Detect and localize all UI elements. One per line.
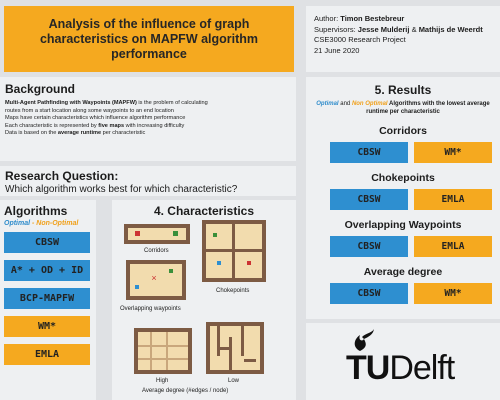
result-optimal-corridors: CBSW [330,142,408,163]
results-description: Optimal and Non Optimal Algorithms with … [312,100,494,116]
overlapping-waypoints-map: × [126,260,186,300]
high-caption: High [156,378,169,384]
results-title: 5. Results [374,83,432,97]
author-name: Timon Bestebreur [340,14,405,23]
result-category-overlapping: Overlapping Waypoints [344,219,462,231]
low-degree-map [206,322,264,374]
result-optimal-overlapping: CBSW [330,236,408,257]
x-marker-icon: × [151,273,157,283]
background-line-4: Each characteristic is represented by fi… [5,123,291,131]
algorithm-bcp-mapfw: BCP-MAPFW [4,288,90,309]
algorithms-legend: Optimal - Non-Optimal [4,220,92,227]
characteristics-section: 4. Characteristics Corridors Chokepoints… [112,200,296,400]
legend-non-optimal: Non-Optimal [36,220,79,227]
high-degree-map [134,328,192,374]
background-title-text: Background [5,82,76,96]
background-line-5-post: per characteristic [101,130,146,137]
background-line-3: Maps have certain characteristics which … [5,115,186,122]
results-non-optimal-label: Non Optimal [351,101,388,107]
research-question-section: Research Question: Which algorithm works… [0,166,296,196]
algorithms-section: Algorithms Optimal - Non-Optimal CBSW A*… [0,200,96,400]
logo-delft: Delft [389,349,455,387]
algorithm-emla: EMLA [4,344,90,365]
mapfw-term: Multi-Agent Pathfinding with Waypoints (… [5,100,137,106]
background-line-1: Multi-Agent Pathfinding with Waypoints (… [5,100,291,108]
logo-tu: TU [346,349,390,387]
background-line-1-rest: is the problem of calculating [136,100,208,106]
algorithm-cbsw: CBSW [4,232,90,253]
result-non-optimal-overlapping: EMLA [414,236,492,257]
average-runtime: average runtime [57,130,102,137]
algorithms-title: Algorithms [4,204,68,218]
supervisor-1: Jesse Mulderij [357,24,410,34]
background-line-4-post: with increasing difficulty [124,122,185,129]
overlapping-caption: Overlapping waypoints [120,306,181,312]
background-line-5: Data is based on the average runtime per… [5,130,291,138]
algorithm-wm-star: WM* [4,316,90,337]
result-non-optimal-corridors: WM* [414,142,492,163]
result-non-optimal-degree: WM* [414,283,492,304]
result-optimal-chokepoints: CBSW [330,189,408,210]
degree-caption: Average degree (#edges / node) [142,388,229,394]
result-row-overlapping: CBSW EMLA [312,236,494,257]
result-row-degree: CBSW WM* [312,283,494,304]
flame-icon [354,329,374,351]
poster-title: Analysis of the influence of graph chara… [4,6,294,72]
corridors-map [124,224,190,244]
legend-optimal: Optimal [4,220,31,227]
background-title: Background [5,82,291,96]
result-category-degree: Average degree [363,266,443,278]
chokepoints-caption: Chokepoints [216,288,250,294]
five-maps: five maps [98,122,125,129]
author-label: Author: [314,14,339,23]
amp: & [411,24,417,34]
tudelft-logo-area: TUDelft [306,323,500,400]
research-question-text: Which algorithm works best for which cha… [5,184,238,195]
result-row-corridors: CBSW WM* [312,142,494,163]
result-non-optimal-chokepoints: EMLA [414,189,492,210]
result-optimal-degree: CBSW [330,283,408,304]
background-line-4-pre: Each characteristic is represented by [5,122,99,129]
low-caption: Low [228,378,240,384]
author-info: Author: Timon Bestebreur Supervisors: Je… [306,6,500,72]
poster-title-text: Analysis of the influence of graph chara… [39,16,259,61]
research-question-title: Research Question: [5,169,119,183]
corridors-caption: Corridors [144,248,169,254]
result-row-chokepoints: CBSW EMLA [312,189,494,210]
characteristics-title: 4. Characteristics [153,204,255,218]
project-name: CSE3000 Research Project [314,35,406,44]
background-line-5-pre: Data is based on the [5,130,58,137]
background-section: Background Multi-Agent Pathfinding with … [0,77,296,161]
chokepoints-map [202,220,266,282]
supervisor-2: Mathijs de Weerdt [418,24,483,34]
poster-date: 21 June 2020 [314,45,360,55]
algorithm-astar-od-id: A* + OD + ID [4,260,90,281]
legend-dash: - [30,220,37,227]
results-section: 5. Results Optimal and Non Optimal Algor… [306,77,500,319]
supervisors-label: Supervisors: [314,24,356,34]
result-category-chokepoints: Chokepoints [371,172,435,184]
results-and: and [338,101,352,107]
background-line-2: routes from a start location along some … [5,107,174,114]
results-optimal-label: Optimal [316,101,339,107]
tudelft-logo: TUDelft [346,349,455,388]
results-desc-rest: Algorithms with the lowest average runti… [366,101,490,115]
result-category-corridors: Corridors [379,125,427,137]
